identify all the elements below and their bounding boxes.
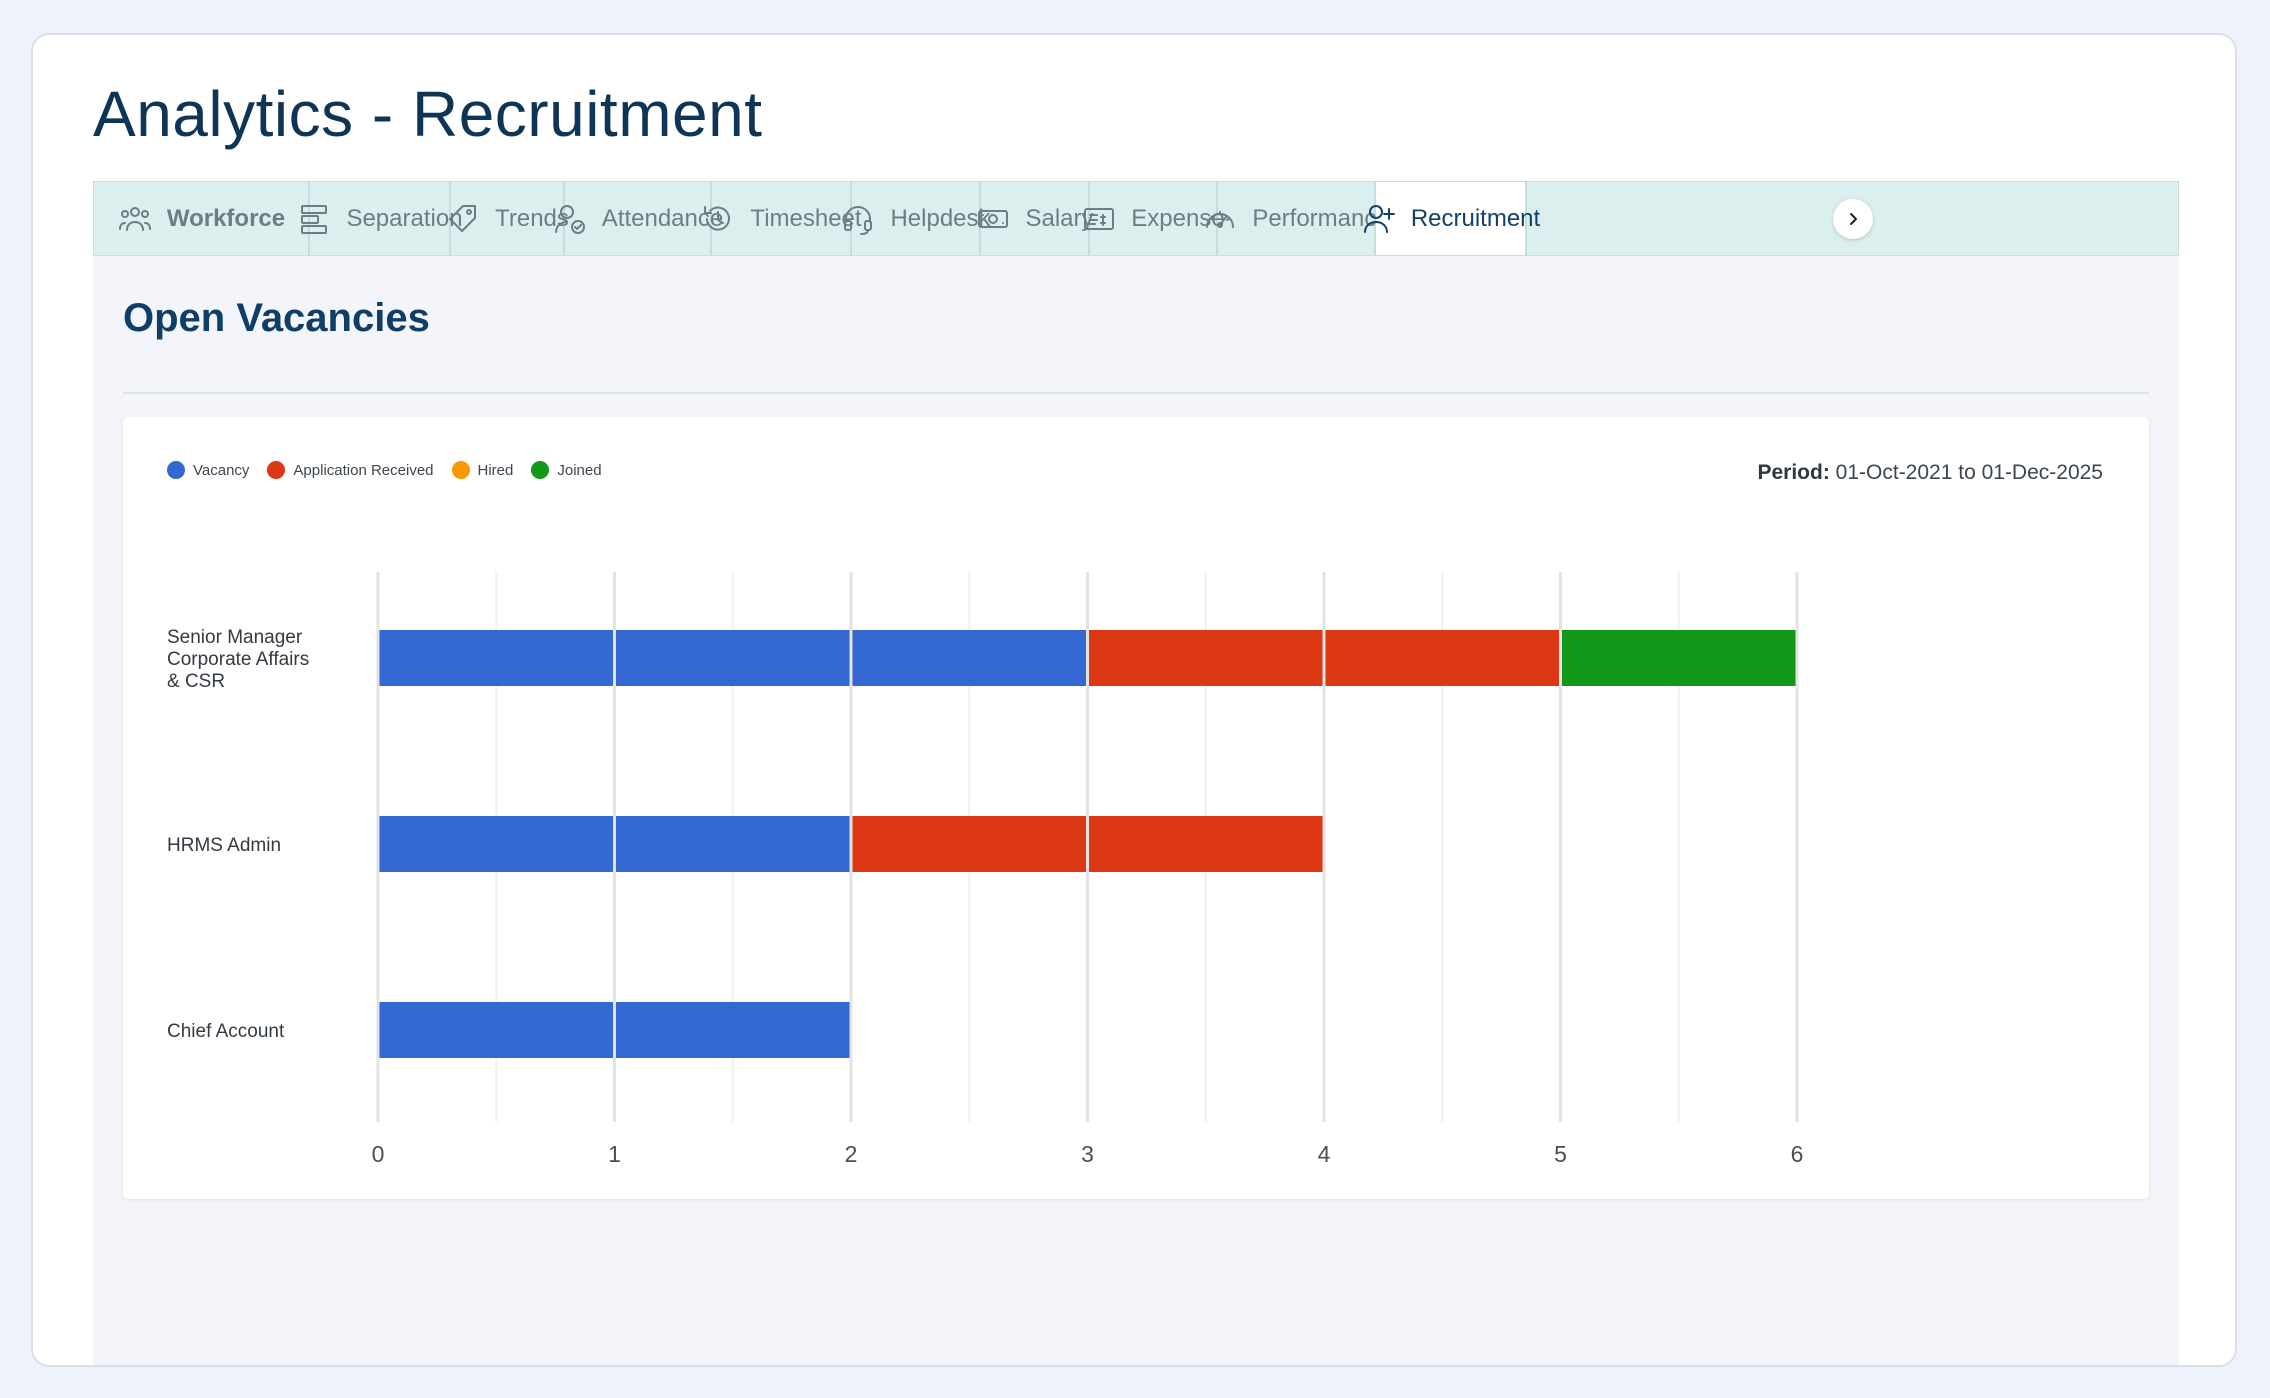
legend-swatch	[531, 461, 550, 479]
tab-label: Helpdesk	[890, 204, 991, 232]
legend-swatch	[451, 461, 470, 479]
x-tick-label: 2	[845, 1141, 858, 1167]
content-panel: Open Vacancies Vacancy Application Receiv…	[93, 256, 2179, 1365]
tab-label: Attendance	[601, 204, 724, 232]
users-icon	[117, 201, 153, 237]
category-label: HRMS Admin	[167, 835, 281, 856]
legend-label: Hired	[477, 461, 514, 479]
tab-label: Timesheet	[750, 204, 862, 232]
tab-trends[interactable]: Trends	[449, 182, 569, 255]
period-label: Period:	[1757, 461, 1830, 484]
bar-application-received	[1089, 630, 1323, 686]
chart-card: Vacancy Application Received Hired Joined P…	[123, 417, 2149, 1199]
section-title: Open Vacancies	[123, 296, 430, 340]
bar-vacancy	[852, 630, 1086, 686]
next-tabs-button[interactable]	[1832, 198, 1873, 239]
bar-vacancy	[379, 630, 613, 686]
tag-icon	[445, 201, 481, 237]
x-tick-label: 4	[1318, 1141, 1331, 1167]
x-tick-label: 0	[372, 1141, 385, 1167]
legend-item-hired[interactable]: Hired	[451, 461, 514, 479]
tab-helpdesk[interactable]: Helpdesk	[844, 182, 991, 255]
bar-application-received	[1089, 816, 1323, 872]
tab-separation[interactable]: Separation	[301, 182, 463, 255]
tab-label: Expense	[1131, 204, 1225, 232]
user-check-icon	[552, 201, 588, 237]
analytics-tab-bar: Workforce Separation Trends Attendance Times…	[93, 181, 2179, 256]
x-tick-label: 1	[608, 1141, 621, 1167]
tab-performance[interactable]: Performance	[1206, 182, 1390, 255]
history-icon	[700, 201, 736, 237]
headset-icon	[840, 201, 876, 237]
tab-label: Separation	[346, 204, 463, 232]
tab-expense[interactable]: Expense	[1084, 182, 1225, 255]
x-tick-label: 6	[1791, 1141, 1804, 1167]
bar-vacancy	[379, 1002, 613, 1058]
chevron-right-icon	[1849, 212, 1857, 225]
legend-label: Application Received	[293, 461, 434, 479]
legend-item-application-received[interactable]: Application Received	[267, 461, 434, 479]
legend-swatch	[267, 461, 286, 479]
main-card: Analytics - Recruitment Workforce Separat…	[31, 33, 2237, 1367]
vacancy-bar-chart: 0 1 2 3 4 5 6 Senior Manager Corporate Affairs & …	[167, 572, 1804, 1167]
bar-vacancy	[616, 630, 850, 686]
tab-label: Workforce	[166, 204, 286, 232]
tab-attendance[interactable]: Attendance	[554, 182, 723, 255]
chart-legend: Vacancy Application Received Hired Joined	[167, 461, 602, 479]
period-value: 01-Oct-2021 to 01-Dec-2025	[1835, 461, 2103, 484]
period-text: Period: 01-Oct-2021 to 01-Dec-2025	[1757, 461, 2103, 485]
page-title: Analytics - Recruitment	[93, 78, 763, 150]
section-divider	[123, 392, 2149, 394]
legend-swatch	[167, 461, 185, 479]
user-plus-icon	[1361, 201, 1397, 237]
legend-label: Vacancy	[193, 461, 250, 479]
banknote-icon	[975, 201, 1011, 237]
legend-item-vacancy[interactable]: Vacancy	[167, 461, 249, 479]
tab-label: Salary	[1025, 204, 1094, 232]
bar-vacancy	[616, 1002, 850, 1058]
legend-item-joined[interactable]: Joined	[531, 461, 602, 479]
tab-recruitment[interactable]: Recruitment	[1363, 182, 1540, 255]
legend-label: Joined	[557, 461, 602, 479]
tab-workforce[interactable]: Workforce	[94, 182, 310, 255]
tab-label: Recruitment	[1410, 204, 1541, 232]
bar-joined	[1562, 630, 1796, 686]
tab-scroll-area	[1527, 182, 2178, 255]
bar-application-received	[852, 816, 1086, 872]
x-tick-label: 3	[1081, 1141, 1094, 1167]
layout-rows-icon	[296, 201, 332, 237]
x-tick-label: 5	[1554, 1141, 1567, 1167]
category-label: Chief Account	[167, 1021, 285, 1042]
tab-salary[interactable]: Salary	[978, 182, 1094, 255]
tab-timesheet[interactable]: Timesheet	[704, 182, 862, 255]
gauge-icon	[1202, 201, 1238, 237]
bar-vacancy	[616, 816, 850, 872]
category-label: Senior Manager Corporate Affairs & CSR	[167, 627, 309, 692]
bar-application-received	[1325, 630, 1559, 686]
receipt-icon	[1081, 201, 1117, 237]
bar-vacancy	[379, 816, 613, 872]
